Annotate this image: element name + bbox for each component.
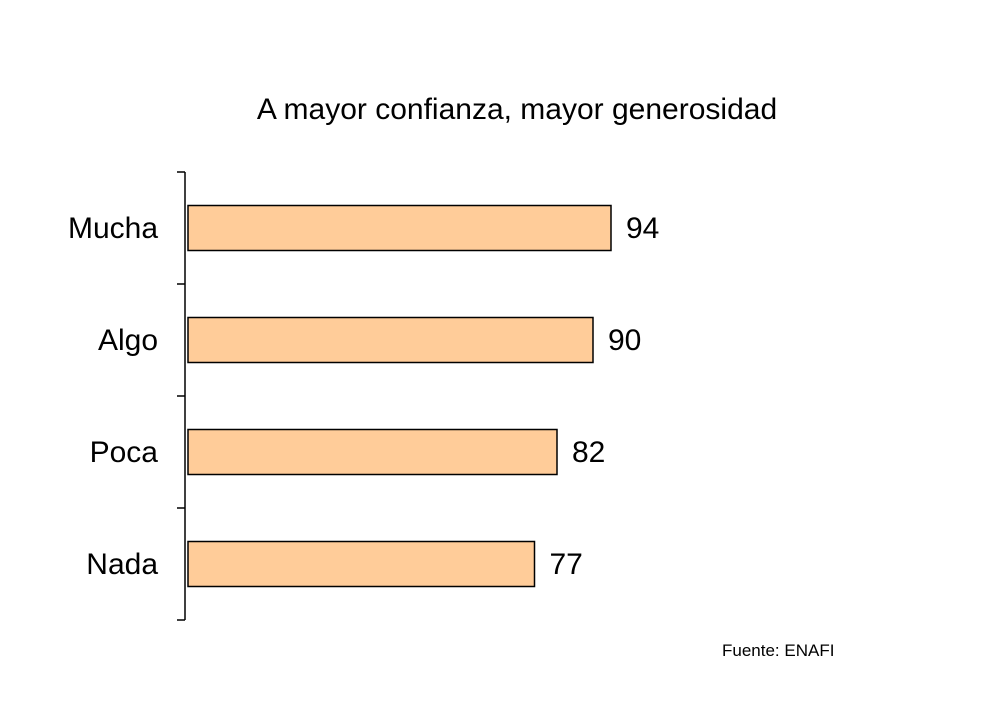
category-label-algo: Algo <box>98 324 158 357</box>
bar-poca <box>187 428 558 476</box>
data-label-nada: 77 <box>550 548 583 581</box>
data-label-poca: 82 <box>572 436 605 469</box>
category-label-poca: Poca <box>90 436 159 469</box>
bar-series <box>187 204 612 588</box>
chart-title: A mayor confianza, mayor generosidad <box>256 93 778 126</box>
source-note: Fuente: ENAFI <box>722 641 835 660</box>
category-label-nada: Nada <box>86 548 158 581</box>
data-label-mucha: 94 <box>626 212 659 245</box>
bar-algo <box>187 316 594 364</box>
labels: Mucha 94 Algo 90 Poca 82 Nada 77 <box>68 212 659 581</box>
bar-mucha <box>187 204 612 252</box>
category-label-mucha: Mucha <box>68 212 158 245</box>
bar-nada <box>187 540 536 588</box>
data-label-algo: 90 <box>608 324 641 357</box>
y-axis <box>177 171 186 621</box>
